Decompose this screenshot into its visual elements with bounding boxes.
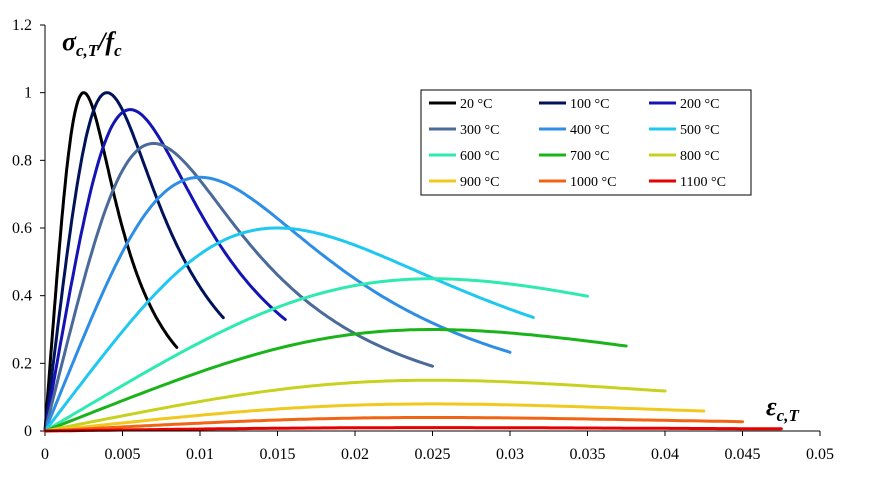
legend-label: 400 °C xyxy=(570,123,609,138)
x-tick-label: 0.045 xyxy=(725,446,761,463)
x-axis-title-sub: c,T xyxy=(777,406,800,425)
y-axis-title-rest-sub: c xyxy=(114,41,122,60)
y-tick-label: 0.6 xyxy=(12,220,32,237)
y-axis-title-sub: c,T xyxy=(76,41,99,60)
legend-label: 100 °C xyxy=(570,97,609,112)
y-tick-label: 0 xyxy=(24,423,32,440)
legend-frame xyxy=(420,89,752,196)
legend-label: 900 °C xyxy=(460,175,499,190)
series-line-100c xyxy=(43,91,225,433)
series-line-700c xyxy=(43,328,628,433)
y-axis-title: σc,T/fc xyxy=(62,27,122,60)
y-tick-label: 1 xyxy=(24,85,32,102)
legend-label: 500 °C xyxy=(680,123,719,138)
series-line-900c xyxy=(43,402,706,433)
series-line-500c xyxy=(43,226,535,433)
x-tick-label: 0 xyxy=(41,446,49,463)
x-tick-label: 0.015 xyxy=(260,446,296,463)
x-tick-label: 0.005 xyxy=(105,446,141,463)
legend-label: 1000 °C xyxy=(570,175,616,190)
y-tick-label: 0.2 xyxy=(12,355,32,372)
legend: 20 °C 100 °C 200 °C 300 °C 400 °C 500 °C 600 °… xyxy=(420,89,752,196)
x-tick-label: 0.05 xyxy=(806,446,834,463)
legend-label: 600 °C xyxy=(460,149,499,164)
series-line-400c xyxy=(43,175,512,433)
y-axis-ticks: 0 0.2 0.4 0.6 0.8 1 1.2 xyxy=(12,17,45,440)
series-line-1000c xyxy=(43,416,744,433)
x-tick-label: 0.035 xyxy=(570,446,606,463)
series-line-600c xyxy=(43,277,589,433)
y-axis-title-rest: /f xyxy=(96,27,116,56)
legend-label: 20 °C xyxy=(460,97,492,112)
x-tick-label: 0.04 xyxy=(651,446,679,463)
legend-label: 300 °C xyxy=(460,123,499,138)
x-tick-label: 0.02 xyxy=(341,446,369,463)
y-axis-title-main: σ xyxy=(62,27,77,56)
legend-label: 200 °C xyxy=(680,97,719,112)
legend-label: 1100 °C xyxy=(680,175,726,190)
x-tick-label: 0.025 xyxy=(415,446,451,463)
series-line-300c xyxy=(43,141,434,433)
x-axis-title-main: ε xyxy=(766,392,777,421)
legend-label: 700 °C xyxy=(570,149,609,164)
y-tick-label: 0.8 xyxy=(12,152,32,169)
series-line-1100c xyxy=(43,426,783,433)
series-line-800c xyxy=(43,378,667,433)
series-line-20c xyxy=(43,91,179,433)
y-tick-label: 1.2 xyxy=(12,17,32,34)
y-tick-label: 0.4 xyxy=(12,288,32,305)
x-axis-title: εc,T xyxy=(766,392,799,425)
x-axis-ticks: 0 0.005 0.01 0.015 0.02 0.025 0.03 0.035 0.04 0.0… xyxy=(41,431,834,463)
series-layer xyxy=(43,91,783,433)
x-tick-label: 0.03 xyxy=(496,446,524,463)
x-tick-label: 0.01 xyxy=(186,446,214,463)
legend-label: 800 °C xyxy=(680,149,719,164)
